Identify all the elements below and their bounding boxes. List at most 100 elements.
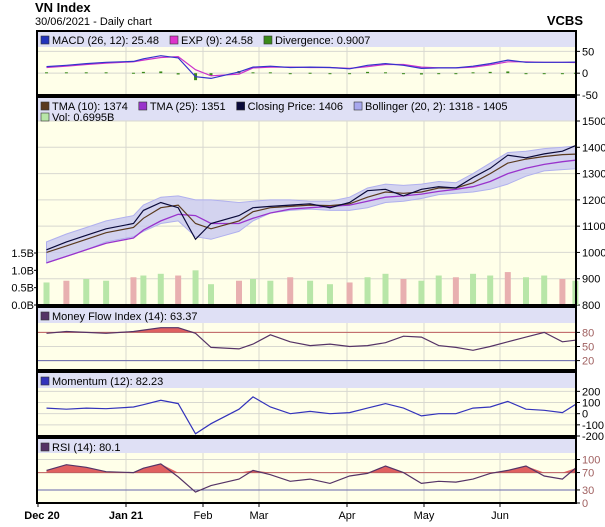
divergence-bar bbox=[84, 72, 88, 74]
y-tick-label: 50 bbox=[582, 342, 594, 354]
divergence-bar bbox=[64, 72, 68, 74]
divergence-bar bbox=[401, 73, 405, 75]
divergence-bar bbox=[251, 72, 255, 74]
volume-bar bbox=[140, 275, 147, 305]
y-tick-label: 1100 bbox=[582, 221, 605, 233]
panel-border-price bbox=[36, 96, 577, 306]
x-tick-label: Feb bbox=[194, 510, 213, 522]
panel-border-mfi bbox=[36, 306, 577, 371]
legend-band-price bbox=[37, 97, 576, 121]
divergence-bar bbox=[366, 71, 370, 74]
volume-tick-label: 1.0B bbox=[11, 265, 34, 277]
legend-band-momentum bbox=[37, 372, 576, 388]
volume-bar bbox=[63, 280, 70, 305]
divergence-bar bbox=[488, 71, 492, 74]
y-tick-label: -100 bbox=[582, 420, 604, 432]
y-tick-label: -200 bbox=[582, 431, 604, 443]
volume-bar bbox=[326, 284, 333, 305]
chart-subtitle: 30/06/2021 - Daily chart bbox=[35, 16, 152, 28]
volume-bar bbox=[157, 273, 164, 305]
legend-label: TMA (10): 1374 bbox=[52, 101, 128, 113]
divergence-bar bbox=[45, 72, 49, 74]
volume-bar bbox=[267, 280, 274, 305]
volume-bar bbox=[487, 275, 494, 305]
brand-label: VCBS bbox=[546, 13, 583, 28]
divergence-bar bbox=[524, 73, 528, 75]
divergence-bar bbox=[506, 71, 510, 74]
volume-bar bbox=[208, 284, 214, 305]
volume-bar bbox=[250, 279, 256, 305]
tma25-line bbox=[46, 159, 576, 264]
x-tick-label: May bbox=[414, 510, 435, 522]
legend-swatch bbox=[40, 376, 50, 386]
volume-bar bbox=[175, 275, 182, 305]
legend-swatch bbox=[263, 35, 273, 45]
legend-swatch bbox=[353, 101, 363, 111]
volume-bar bbox=[541, 275, 548, 305]
divergence-bar bbox=[209, 73, 213, 76]
y-tick-label: 20 bbox=[582, 356, 594, 368]
panel-border-macd bbox=[36, 30, 577, 96]
y-tick-label: 900 bbox=[582, 274, 600, 286]
momentum-line bbox=[46, 396, 576, 435]
volume-bar bbox=[382, 273, 389, 305]
panel-border-momentum bbox=[36, 371, 577, 437]
overbought-fill bbox=[46, 463, 576, 473]
divergence-bar bbox=[384, 72, 387, 74]
y-tick-label: 1300 bbox=[582, 169, 605, 181]
volume-bar bbox=[192, 270, 199, 305]
legend-swatch bbox=[40, 35, 50, 45]
legend-label: Closing Price: 1406 bbox=[248, 101, 343, 113]
divergence-bar bbox=[176, 73, 180, 75]
volume-bar bbox=[559, 279, 566, 305]
legend-label: Divergence: 0.9007 bbox=[275, 35, 370, 47]
volume-bar bbox=[435, 275, 442, 305]
legend-label: TMA (25): 1351 bbox=[150, 101, 226, 113]
y-tick-label: 0 bbox=[582, 498, 588, 510]
divergence-bar bbox=[268, 72, 272, 74]
divergence-bar bbox=[419, 73, 423, 75]
y-tick-label: 1000 bbox=[582, 247, 605, 259]
y-tick-label: 50 bbox=[582, 46, 594, 58]
legend-swatch bbox=[236, 101, 245, 111]
legend-label: Bollinger (20, 2): 1318 - 1405 bbox=[365, 101, 507, 113]
x-tick-label: Jan 21 bbox=[109, 510, 143, 522]
volume-bar bbox=[470, 273, 477, 305]
y-tick-label: 100 bbox=[582, 455, 600, 467]
volume-bar bbox=[130, 277, 137, 305]
volume-bar bbox=[364, 277, 371, 305]
volume-bar bbox=[504, 272, 511, 305]
x-tick-label: Jun bbox=[491, 510, 509, 522]
legend-swatch bbox=[40, 442, 50, 452]
y-tick-label: 100 bbox=[582, 398, 600, 410]
y-tick-label: 30 bbox=[582, 485, 594, 497]
closing-price-line bbox=[46, 145, 576, 251]
legend-band-mfi bbox=[37, 307, 576, 323]
y-tick-label: 200 bbox=[582, 386, 600, 398]
legend-swatch bbox=[169, 35, 179, 45]
legend-swatch bbox=[138, 101, 148, 111]
divergence-bar bbox=[454, 73, 458, 75]
volume-bar bbox=[418, 280, 425, 305]
divergence-bar bbox=[542, 73, 546, 75]
y-tick-label: 0 bbox=[582, 68, 588, 80]
y-tick-label: 70 bbox=[582, 468, 594, 480]
legend-label: Money Flow Index (14): 63.37 bbox=[52, 311, 198, 323]
legend-swatch bbox=[40, 112, 50, 122]
volume-bar bbox=[307, 280, 314, 305]
volume-bar bbox=[452, 277, 459, 305]
divergence-bar bbox=[141, 71, 145, 74]
divergence-bar bbox=[308, 72, 312, 74]
volume-bar bbox=[43, 282, 50, 305]
panel-border-rsi bbox=[36, 437, 577, 504]
volume-bar bbox=[287, 277, 294, 305]
y-tick-label: -50 bbox=[582, 90, 598, 102]
divergence-bar bbox=[328, 73, 332, 75]
legend-swatch bbox=[40, 101, 50, 111]
divergence-bar bbox=[560, 73, 564, 75]
rsi-line bbox=[46, 463, 576, 493]
volume-tick-label: 0.5B bbox=[11, 283, 34, 295]
x-tick-label: Dec 20 bbox=[24, 510, 59, 522]
mfi-line bbox=[46, 327, 576, 351]
